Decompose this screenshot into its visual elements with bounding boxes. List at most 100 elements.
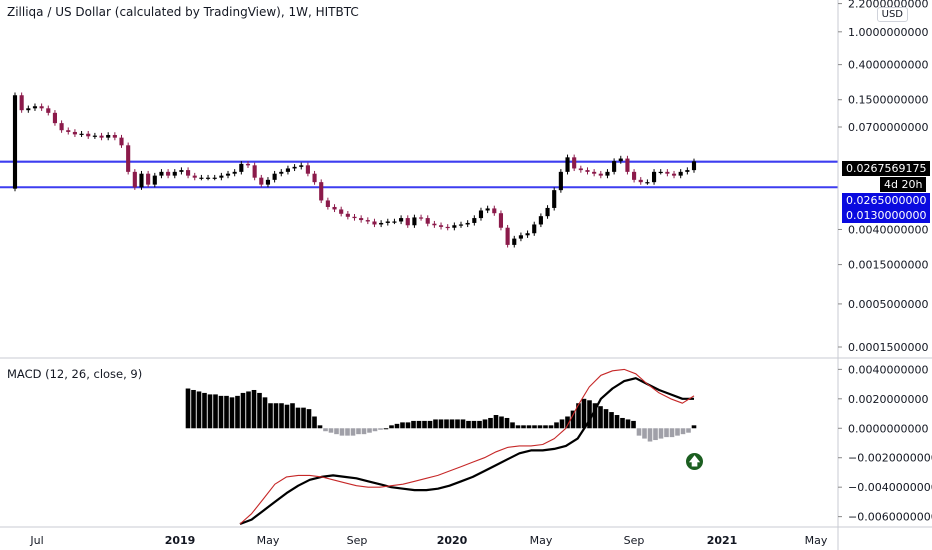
- macd-histogram-bar: [482, 419, 488, 429]
- candle-body: [239, 163, 244, 172]
- candle-body: [645, 182, 650, 184]
- macd-histogram-bar: [345, 428, 350, 436]
- candle-body: [658, 171, 663, 174]
- candle-body: [665, 171, 670, 174]
- candle-body: [119, 137, 124, 146]
- candle-body: [365, 220, 370, 222]
- candle-body: [205, 177, 211, 179]
- candle-body: [172, 171, 177, 176]
- macd-histogram-bar: [218, 395, 224, 429]
- candle-body: [319, 182, 324, 201]
- macd-histogram-bar: [554, 422, 559, 429]
- candle-body: [518, 235, 523, 239]
- candle-body: [632, 171, 637, 180]
- macd-histogram-bar: [372, 428, 378, 432]
- macd-histogram-bar: [202, 392, 207, 429]
- macd-pane: [185, 368, 697, 526]
- candle-body: [186, 170, 191, 176]
- macd-histogram-bar: [471, 420, 477, 429]
- macd-histogram-bar: [251, 389, 257, 429]
- candle-body: [392, 221, 397, 223]
- candle-body: [498, 213, 504, 228]
- price-tick-label: 0.0005000000: [848, 298, 928, 311]
- candle-body: [166, 171, 171, 176]
- candle-body: [685, 170, 690, 172]
- candle-body: [199, 177, 204, 179]
- macd-histogram-bar: [235, 395, 240, 429]
- macd-histogram-bar: [268, 403, 273, 429]
- macd-histogram-bar: [614, 415, 620, 429]
- candle-body: [545, 207, 550, 217]
- candle-body: [605, 171, 610, 176]
- candle-body: [212, 177, 217, 179]
- macd-histogram-bar: [543, 425, 548, 429]
- macd-histogram-bar: [609, 412, 614, 429]
- time-tick-label: 2020: [437, 534, 468, 547]
- candle-body: [598, 173, 603, 176]
- macd-histogram-bar: [312, 416, 317, 429]
- macd-tick-label: −0.0060000000: [848, 511, 932, 524]
- macd-histogram-bar: [449, 419, 455, 429]
- macd-histogram-bar: [207, 394, 213, 429]
- macd-histogram-bar: [680, 428, 686, 435]
- candle-body: [512, 238, 517, 245]
- macd-histogram-bar: [416, 420, 422, 429]
- candle-body: [372, 221, 377, 225]
- macd-histogram-bar: [224, 395, 229, 429]
- macd-histogram-bar: [664, 428, 669, 438]
- candle-body: [525, 233, 530, 236]
- candle-body: [505, 227, 510, 245]
- candle-body: [399, 218, 404, 222]
- macd-histogram-bar: [647, 428, 653, 442]
- candle-body: [152, 175, 157, 185]
- macd-histogram-bar: [691, 425, 697, 429]
- macd-histogram-bar: [356, 428, 361, 435]
- candle-body: [66, 130, 71, 132]
- candle-body: [552, 190, 557, 208]
- candle-body: [99, 135, 104, 138]
- macd-histogram-bar: [290, 403, 295, 429]
- price-tick-label: 0.0001500000: [848, 341, 928, 354]
- currency-button[interactable]: USD: [876, 7, 908, 22]
- macd-histogram-bar: [592, 403, 598, 429]
- candle-body: [638, 179, 643, 183]
- candle-body: [32, 106, 38, 109]
- macd-tick-label: 0.0020000000: [848, 393, 928, 406]
- hline-label-lower: 0.0130000000: [842, 208, 931, 223]
- macd-histogram-bar: [570, 410, 576, 429]
- candle-body: [146, 173, 151, 185]
- macd-histogram-bar: [532, 425, 537, 429]
- macd-histogram-bar: [317, 425, 323, 429]
- candle-body: [339, 209, 344, 214]
- candle-body: [532, 224, 537, 234]
- candle-body: [478, 210, 484, 219]
- candle-body: [438, 225, 444, 227]
- macd-histogram-bar: [510, 422, 515, 429]
- candle-body: [252, 165, 257, 178]
- macd-histogram-bar: [581, 398, 587, 429]
- candle-body: [112, 135, 117, 138]
- candle-body: [285, 168, 290, 172]
- macd-histogram-bar: [636, 428, 642, 436]
- candle-body: [492, 208, 497, 214]
- candle-body: [359, 218, 364, 221]
- macd-histogram-bar: [504, 417, 510, 429]
- candle-body: [332, 206, 337, 210]
- macd-histogram-bar: [389, 425, 394, 429]
- candle-body: [179, 170, 184, 172]
- macd-histogram-bar: [185, 388, 191, 429]
- candle-body: [678, 171, 683, 176]
- price-tick-label: 0.1500000000: [848, 94, 928, 107]
- candle-body: [19, 95, 24, 111]
- macd-histogram-bar: [515, 425, 521, 429]
- macd-tick-label: −0.0040000000: [848, 481, 932, 494]
- candle-body: [192, 175, 197, 178]
- candle-body: [345, 213, 350, 217]
- macd-histogram-bar: [273, 403, 279, 429]
- macd-histogram-bar: [400, 422, 405, 429]
- macd-histogram-bar: [438, 419, 444, 429]
- candle-body: [59, 123, 64, 131]
- macd-histogram-bar: [246, 391, 251, 429]
- macd-histogram-bar: [350, 428, 356, 436]
- alert-up-arrow-icon[interactable]: 🡅: [686, 453, 703, 470]
